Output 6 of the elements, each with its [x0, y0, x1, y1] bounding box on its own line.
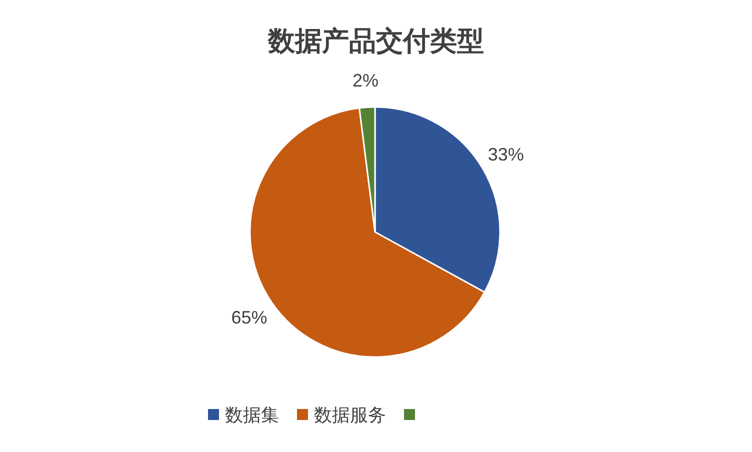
data-label: 65% [231, 307, 268, 328]
chart-title: 数据产品交付类型 [267, 26, 484, 56]
legend-label: 数据服务 [314, 405, 386, 425]
legend-label: 数据集 [225, 405, 279, 425]
data-label: 2% [352, 70, 378, 90]
data-label: 33% [488, 144, 524, 165]
